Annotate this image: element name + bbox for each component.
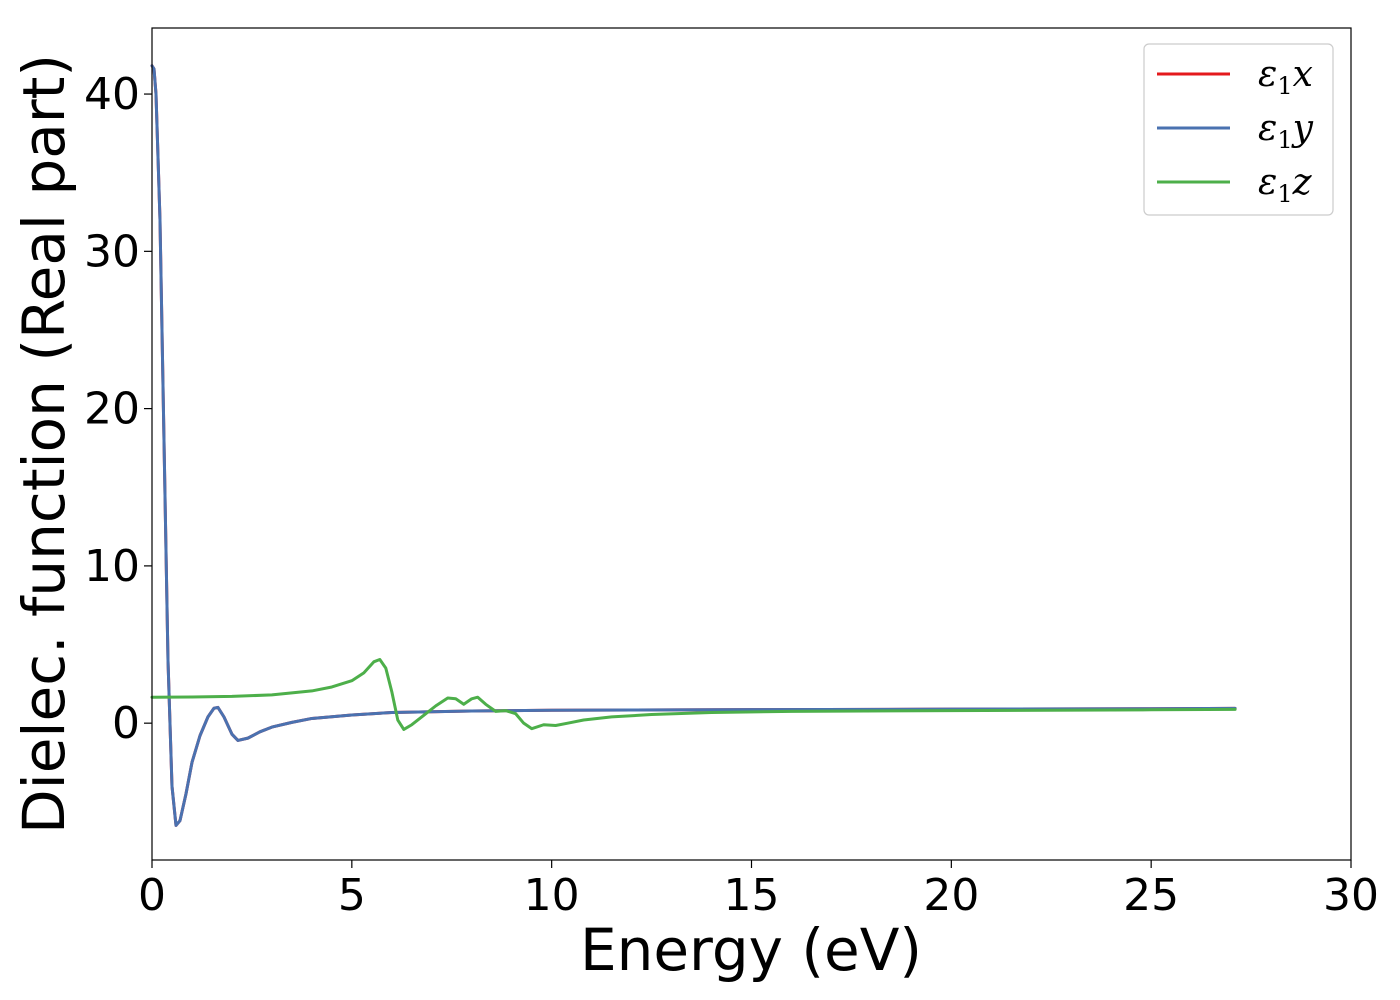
x-axis-ticks: 0 5 10 15 20 25 30 <box>138 860 1379 921</box>
series-line-y <box>150 64 1237 827</box>
series-layer <box>150 64 1237 827</box>
x-tick-label: 0 <box>138 870 166 921</box>
series-line-z <box>150 657 1237 731</box>
legend-label-x: ε1x <box>1258 54 1313 100</box>
x-tick-label: 25 <box>1123 870 1179 921</box>
legend-label-z: ε1z <box>1258 162 1313 208</box>
y-tick-label: 40 <box>84 69 140 120</box>
x-axis-title: Energy (eV) <box>580 916 922 984</box>
x-tick-label: 5 <box>338 870 366 921</box>
y-tick-label: 30 <box>84 226 140 277</box>
legend-label-y: ε1y <box>1258 108 1314 154</box>
x-tick-label: 10 <box>524 870 580 921</box>
x-tick-label: 30 <box>1323 870 1379 921</box>
y-tick-label: 0 <box>112 698 140 749</box>
legend-box <box>1143 43 1334 216</box>
x-tick-label: 15 <box>724 870 780 921</box>
y-axis-title: Dielec. function (Real part) <box>10 54 78 834</box>
y-axis-ticks: 0 10 20 30 40 <box>84 69 152 749</box>
y-tick-label: 20 <box>84 384 140 435</box>
y-tick-label: 10 <box>84 541 140 592</box>
x-tick-label: 20 <box>923 870 979 921</box>
legend: ε1x ε1y ε1z <box>1143 43 1334 216</box>
